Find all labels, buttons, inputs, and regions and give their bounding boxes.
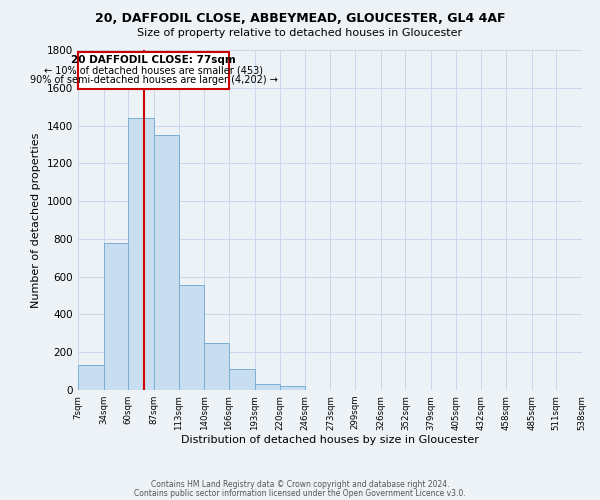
Bar [154, 135, 179, 390]
Text: Contains public sector information licensed under the Open Government Licence v3: Contains public sector information licen… [134, 488, 466, 498]
Bar [229, 369, 254, 390]
Text: Size of property relative to detached houses in Gloucester: Size of property relative to detached ho… [137, 28, 463, 38]
Text: 20, DAFFODIL CLOSE, ABBEYMEAD, GLOUCESTER, GL4 4AF: 20, DAFFODIL CLOSE, ABBEYMEAD, GLOUCESTE… [95, 12, 505, 26]
Bar [280, 386, 305, 390]
Text: ← 10% of detached houses are smaller (453): ← 10% of detached houses are smaller (45… [44, 66, 263, 76]
Text: 20 DAFFODIL CLOSE: 77sqm: 20 DAFFODIL CLOSE: 77sqm [71, 55, 236, 65]
Bar [78, 366, 104, 390]
Bar [179, 285, 204, 390]
Bar [128, 118, 154, 390]
Text: Contains HM Land Registry data © Crown copyright and database right 2024.: Contains HM Land Registry data © Crown c… [151, 480, 449, 489]
Bar [104, 242, 128, 390]
FancyBboxPatch shape [78, 52, 229, 88]
Bar [204, 343, 229, 390]
X-axis label: Distribution of detached houses by size in Gloucester: Distribution of detached houses by size … [181, 436, 479, 446]
Text: 90% of semi-detached houses are larger (4,202) →: 90% of semi-detached houses are larger (… [29, 75, 277, 85]
Bar [254, 384, 280, 390]
Y-axis label: Number of detached properties: Number of detached properties [31, 132, 41, 308]
